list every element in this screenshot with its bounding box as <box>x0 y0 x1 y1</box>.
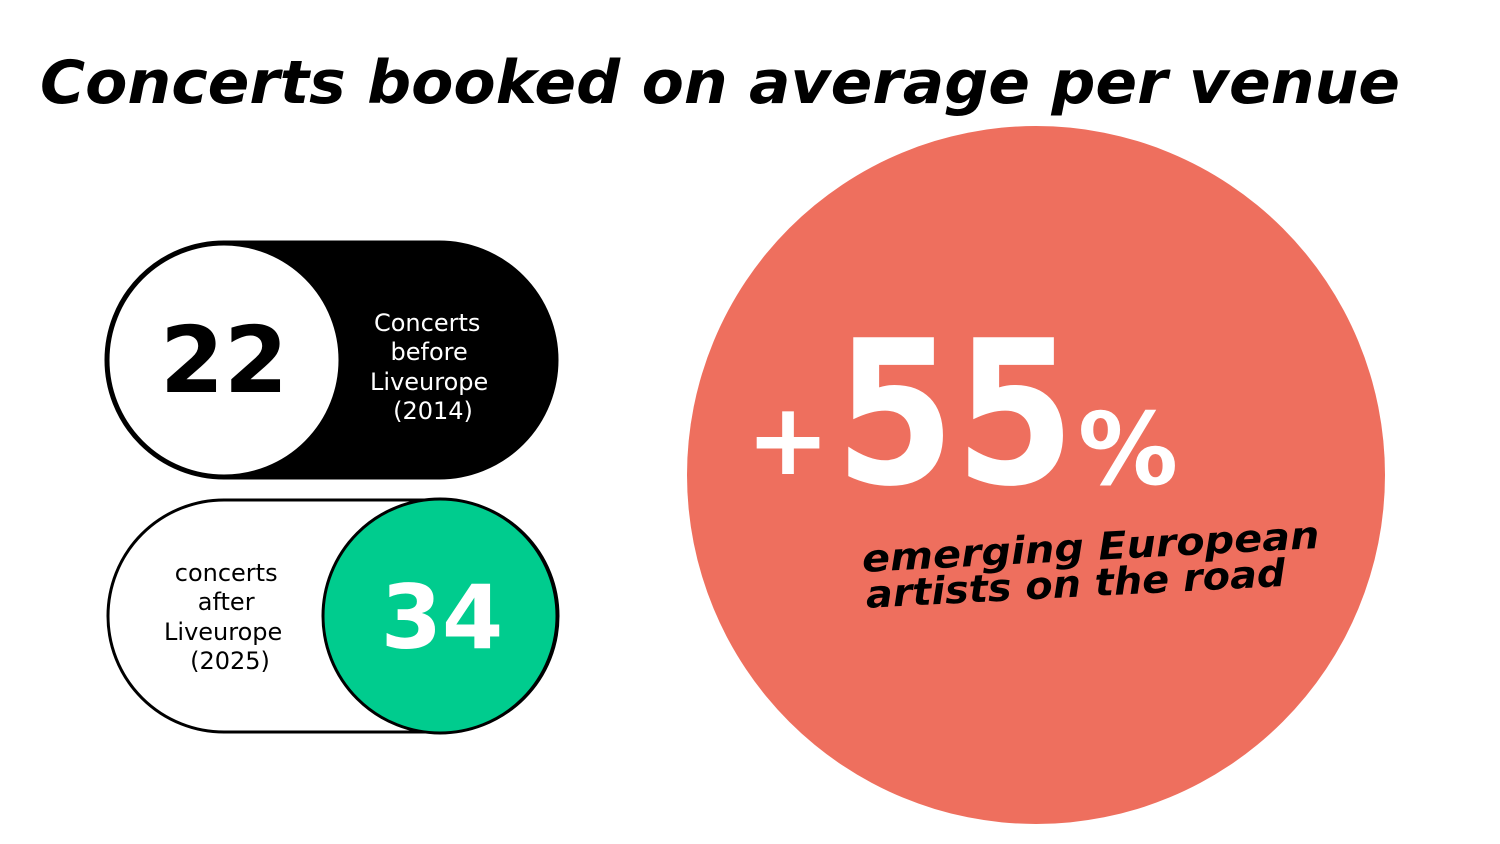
card-label: Concerts before Liveurope (2014) <box>370 309 496 425</box>
stat-circle <box>687 126 1385 824</box>
title: Concerts booked on average per venue <box>40 48 1400 118</box>
stat-number: 55 <box>835 298 1075 531</box>
label-line: (2025) <box>190 647 270 675</box>
card-label: concerts after Liveurope (2025) <box>164 559 290 675</box>
label-line: before <box>391 338 468 366</box>
stat-unit: % <box>1078 391 1178 508</box>
card-circle <box>106 242 342 478</box>
label-line: (2014) <box>393 397 473 425</box>
label-line: Concerts <box>374 309 480 337</box>
stat-sign: + <box>746 381 830 498</box>
card-circle <box>321 497 559 735</box>
card-number: 34 <box>381 566 503 669</box>
label-line: Liveurope <box>164 618 282 646</box>
label-line: concerts <box>175 559 278 587</box>
label-line: Liveurope <box>370 368 488 396</box>
card-number: 22 <box>160 307 288 414</box>
label-line: after <box>198 588 255 616</box>
